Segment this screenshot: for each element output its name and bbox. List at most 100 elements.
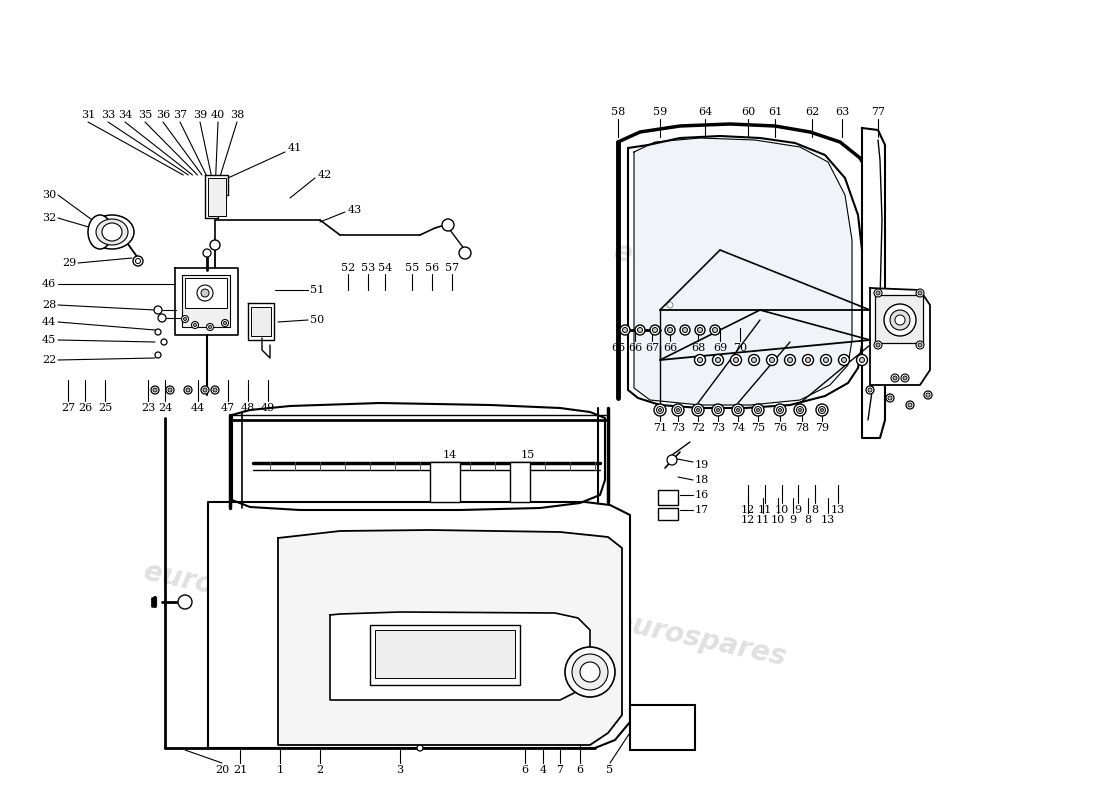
- Circle shape: [779, 409, 781, 411]
- Text: 10: 10: [774, 505, 789, 515]
- Circle shape: [796, 406, 803, 414]
- Text: 52: 52: [341, 263, 355, 273]
- Circle shape: [888, 396, 892, 400]
- Circle shape: [151, 386, 160, 394]
- Bar: [658, 490, 678, 505]
- Circle shape: [638, 327, 642, 333]
- Circle shape: [767, 354, 778, 366]
- Text: 44: 44: [191, 403, 205, 413]
- Circle shape: [757, 409, 759, 411]
- Text: 74: 74: [730, 423, 745, 433]
- Circle shape: [916, 341, 924, 349]
- Circle shape: [890, 310, 910, 330]
- Circle shape: [876, 343, 880, 347]
- Circle shape: [715, 406, 722, 414]
- Circle shape: [895, 315, 905, 325]
- Text: 32: 32: [42, 213, 56, 223]
- Text: 76: 76: [773, 423, 788, 433]
- Bar: [630, 705, 695, 750]
- Circle shape: [755, 406, 761, 414]
- Text: 35: 35: [138, 110, 152, 120]
- Circle shape: [676, 409, 680, 411]
- Circle shape: [213, 388, 217, 392]
- Bar: [375, 630, 515, 678]
- Circle shape: [442, 219, 454, 231]
- Text: 62: 62: [805, 107, 820, 117]
- Text: 13: 13: [830, 505, 845, 515]
- Circle shape: [674, 406, 682, 414]
- Circle shape: [184, 318, 187, 321]
- Circle shape: [161, 339, 167, 345]
- Text: 59: 59: [653, 107, 667, 117]
- Text: 37: 37: [173, 110, 187, 120]
- Bar: [208, 178, 226, 216]
- Circle shape: [713, 327, 717, 333]
- Circle shape: [730, 354, 741, 366]
- Circle shape: [207, 323, 213, 330]
- Text: 60: 60: [741, 107, 755, 117]
- Text: 11: 11: [758, 505, 772, 515]
- Text: 4: 4: [539, 765, 547, 775]
- Text: 53: 53: [361, 263, 375, 273]
- Text: 25: 25: [98, 403, 112, 413]
- Text: 63: 63: [835, 107, 849, 117]
- Text: 6: 6: [521, 765, 529, 775]
- Circle shape: [838, 354, 849, 366]
- Text: 16: 16: [695, 490, 710, 500]
- Text: 44: 44: [42, 317, 56, 327]
- Text: 69: 69: [713, 343, 727, 353]
- Circle shape: [784, 354, 795, 366]
- Bar: [658, 508, 678, 520]
- Text: 72: 72: [691, 423, 705, 433]
- Circle shape: [572, 654, 608, 690]
- Ellipse shape: [88, 215, 112, 249]
- Circle shape: [694, 406, 702, 414]
- Circle shape: [788, 358, 792, 362]
- Circle shape: [197, 285, 213, 301]
- Text: 66: 66: [628, 343, 642, 353]
- Circle shape: [868, 388, 872, 392]
- Circle shape: [816, 404, 828, 416]
- Circle shape: [417, 745, 424, 751]
- Circle shape: [155, 329, 161, 335]
- Circle shape: [667, 455, 676, 465]
- Text: 17: 17: [695, 505, 710, 515]
- Text: 77: 77: [871, 107, 886, 117]
- Circle shape: [184, 386, 192, 394]
- Text: 43: 43: [348, 205, 362, 215]
- Text: 15: 15: [521, 450, 535, 460]
- Text: 21: 21: [233, 765, 248, 775]
- Circle shape: [821, 409, 824, 411]
- Circle shape: [135, 258, 141, 263]
- Text: 51: 51: [310, 285, 324, 295]
- Circle shape: [178, 595, 192, 609]
- Circle shape: [166, 386, 174, 394]
- Ellipse shape: [90, 215, 134, 249]
- Text: 22: 22: [42, 355, 56, 365]
- Circle shape: [668, 327, 672, 333]
- Text: 79: 79: [815, 423, 829, 433]
- Polygon shape: [634, 138, 852, 405]
- Circle shape: [696, 409, 700, 411]
- Circle shape: [695, 325, 705, 335]
- Circle shape: [694, 354, 705, 366]
- Text: 67: 67: [645, 343, 659, 353]
- Text: 34: 34: [118, 110, 132, 120]
- Circle shape: [667, 302, 673, 308]
- Circle shape: [799, 409, 802, 411]
- Polygon shape: [330, 612, 590, 700]
- Circle shape: [859, 358, 865, 362]
- Circle shape: [204, 249, 211, 257]
- Circle shape: [805, 358, 811, 362]
- Text: 5: 5: [606, 765, 614, 775]
- Circle shape: [204, 388, 207, 392]
- Text: 19: 19: [695, 460, 710, 470]
- Circle shape: [874, 289, 882, 297]
- Circle shape: [924, 391, 932, 399]
- Circle shape: [903, 376, 907, 380]
- Text: 46: 46: [42, 279, 56, 289]
- Text: 2: 2: [317, 765, 323, 775]
- Text: 47: 47: [221, 403, 235, 413]
- Circle shape: [186, 388, 190, 392]
- Circle shape: [876, 291, 880, 295]
